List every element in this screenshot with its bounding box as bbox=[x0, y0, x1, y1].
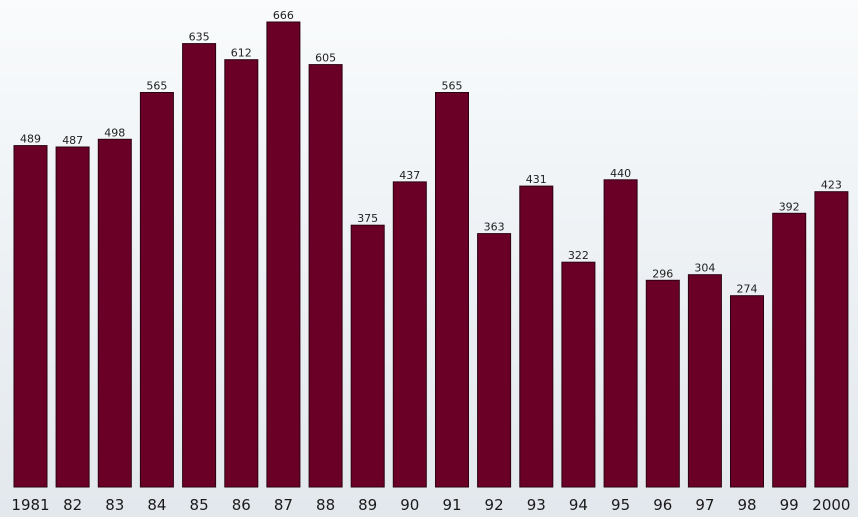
value-label-96: 296 bbox=[652, 267, 673, 280]
value-label-99: 392 bbox=[779, 200, 800, 213]
x-tick-label-88: 88 bbox=[316, 496, 335, 514]
x-tick-labels-group: 1981 82 83 84 85 86 87 88 89 90 91 92 93 94 95 96 97 98 99… bbox=[11, 496, 850, 514]
x-tick-label-94: 94 bbox=[569, 496, 588, 514]
bar-86 bbox=[225, 60, 258, 487]
x-tick-label-99: 99 bbox=[780, 496, 799, 514]
bar-85 bbox=[183, 44, 216, 487]
value-label-84: 565 bbox=[146, 80, 167, 93]
bar-94 bbox=[562, 262, 595, 487]
bar-93 bbox=[520, 186, 553, 487]
bar-88 bbox=[309, 65, 342, 487]
value-label-82: 487 bbox=[62, 134, 83, 147]
bar-84 bbox=[140, 93, 173, 488]
x-tick-label-93: 93 bbox=[527, 496, 546, 514]
bar-2000 bbox=[815, 192, 848, 487]
x-tick-label-96: 96 bbox=[653, 496, 672, 514]
x-tick-label-83: 83 bbox=[105, 496, 124, 514]
value-label-86: 612 bbox=[231, 47, 252, 60]
x-tick-label-87: 87 bbox=[274, 496, 293, 514]
x-tick-label-98: 98 bbox=[737, 496, 756, 514]
value-label-88: 605 bbox=[315, 52, 336, 65]
bar-92 bbox=[478, 234, 511, 487]
value-label-85: 635 bbox=[189, 31, 210, 44]
value-label-97: 304 bbox=[694, 262, 715, 275]
x-tick-label-1981: 1981 bbox=[11, 496, 49, 514]
value-label-92: 363 bbox=[484, 221, 505, 234]
bar-89 bbox=[351, 225, 384, 487]
bar-99 bbox=[773, 213, 806, 487]
value-label-90: 437 bbox=[399, 169, 420, 182]
bar-82 bbox=[56, 147, 89, 487]
x-tick-label-95: 95 bbox=[611, 496, 630, 514]
value-label-83: 498 bbox=[104, 126, 125, 139]
x-tick-label-90: 90 bbox=[400, 496, 419, 514]
bar-1981 bbox=[14, 146, 47, 487]
x-tick-label-85: 85 bbox=[190, 496, 209, 514]
bar-87 bbox=[267, 22, 300, 487]
value-label-95: 440 bbox=[610, 167, 631, 180]
bar-91 bbox=[436, 93, 469, 488]
bar-98 bbox=[731, 296, 764, 487]
x-tick-label-86: 86 bbox=[232, 496, 251, 514]
value-label-91: 565 bbox=[442, 80, 463, 93]
bar-96 bbox=[646, 280, 679, 487]
x-tick-label-2000: 2000 bbox=[812, 496, 850, 514]
value-label-98: 274 bbox=[737, 283, 758, 296]
value-label-89: 375 bbox=[357, 212, 378, 225]
value-label-94: 322 bbox=[568, 249, 589, 262]
bars-group bbox=[14, 22, 848, 487]
bar-95 bbox=[604, 180, 637, 487]
value-label-87: 666 bbox=[273, 9, 294, 22]
value-label-93: 431 bbox=[526, 173, 547, 186]
x-tick-label-89: 89 bbox=[358, 496, 377, 514]
x-tick-label-92: 92 bbox=[485, 496, 504, 514]
x-tick-label-91: 91 bbox=[442, 496, 461, 514]
x-tick-label-97: 97 bbox=[695, 496, 714, 514]
bar-83 bbox=[98, 139, 131, 487]
value-label-1981: 489 bbox=[20, 133, 41, 146]
x-tick-label-84: 84 bbox=[147, 496, 166, 514]
bar-90 bbox=[393, 182, 426, 487]
value-label-2000: 423 bbox=[821, 179, 842, 192]
bar-97 bbox=[688, 275, 721, 487]
x-tick-label-82: 82 bbox=[63, 496, 82, 514]
